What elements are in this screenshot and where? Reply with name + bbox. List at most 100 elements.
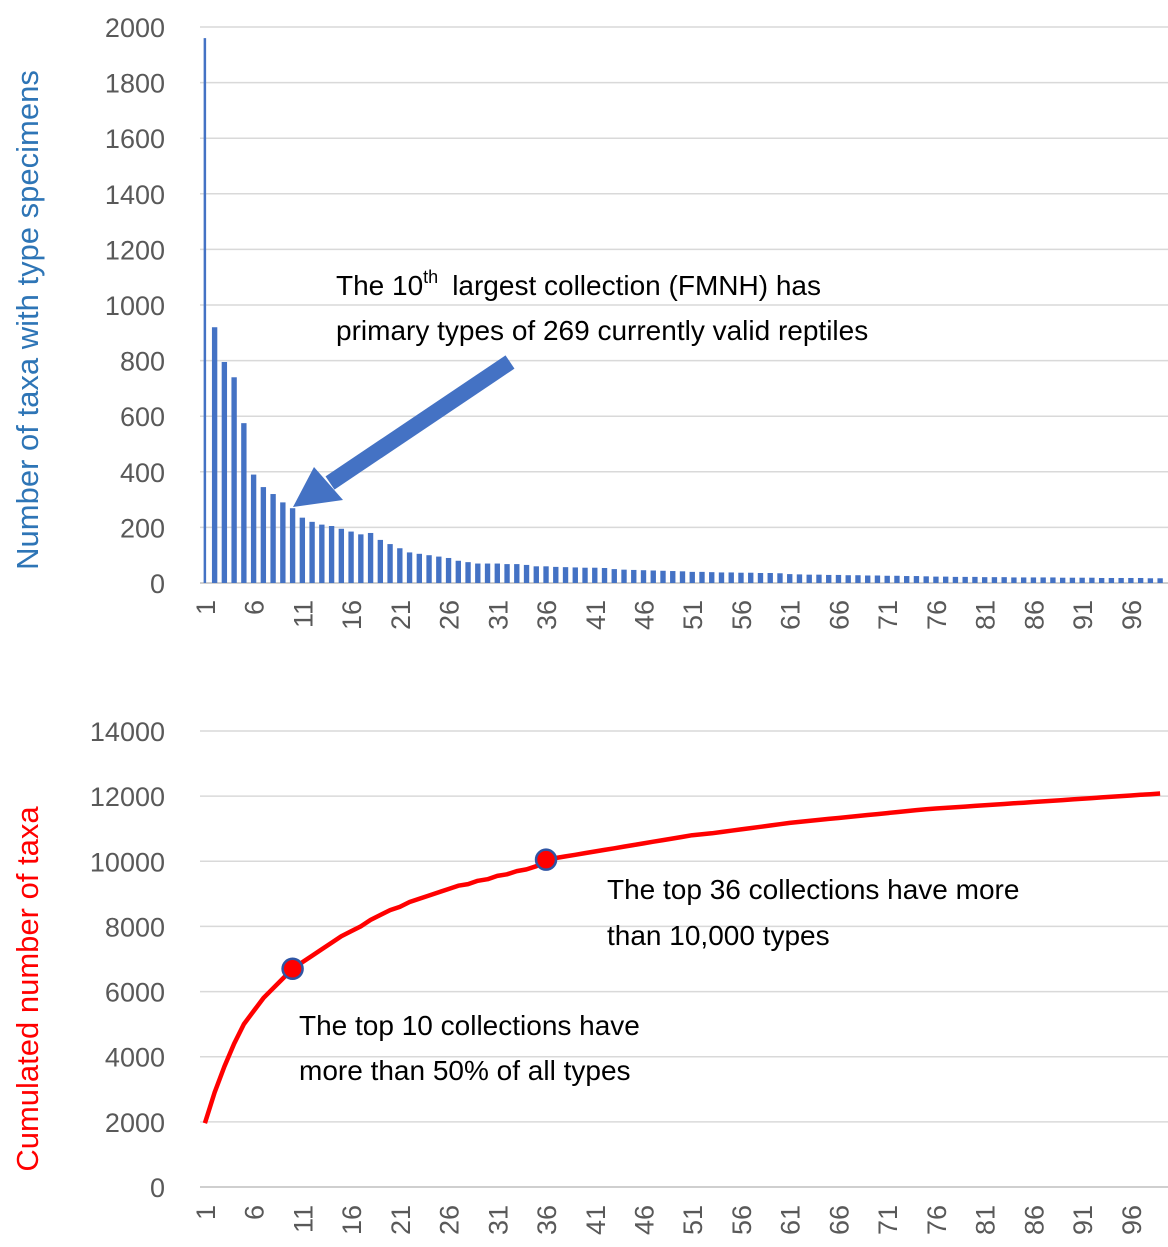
x-tick-label: 51 [678, 600, 708, 630]
bar [640, 570, 647, 583]
bar [874, 575, 881, 583]
bar [533, 566, 539, 583]
y-tick-label: 6000 [105, 978, 165, 1008]
bar [1098, 577, 1105, 583]
x-tick-label: 46 [630, 1205, 660, 1235]
annotation-part: The 10 [336, 270, 423, 301]
bar [543, 566, 549, 583]
bar [387, 544, 393, 583]
bar [699, 571, 705, 583]
bar [406, 552, 413, 583]
arrow [293, 355, 515, 507]
bar [601, 567, 608, 583]
x-tick-label: 91 [1068, 1205, 1098, 1235]
x-tick-label: 36 [532, 1205, 562, 1235]
bar [270, 494, 276, 583]
y-tick-label: 2000 [105, 1108, 165, 1138]
bar [260, 487, 267, 583]
x-tick-label: 71 [873, 600, 903, 630]
x-tick-label: 6 [240, 600, 270, 615]
bar [221, 361, 228, 583]
bar [845, 575, 851, 583]
y-tick-label: 10000 [90, 847, 165, 877]
bar [865, 575, 871, 583]
x-tick-label: 61 [776, 600, 806, 630]
bar [328, 526, 335, 583]
bar [631, 569, 637, 583]
bar [484, 563, 491, 583]
x-tick-label: 21 [386, 600, 416, 630]
bar [367, 532, 374, 583]
y-axis-title: Number of taxa with type specimens [10, 70, 45, 570]
x-tick-label: 46 [630, 600, 660, 630]
y-axis-title: Cumulated number of taxa [10, 806, 45, 1172]
bar [211, 327, 218, 583]
bar [572, 567, 578, 583]
x-tick-label: 26 [435, 600, 465, 630]
line [202, 791, 1161, 1124]
bar [689, 571, 695, 583]
x-tick-label: 31 [483, 1205, 513, 1235]
bar [904, 576, 910, 583]
bar [319, 524, 325, 583]
bar [728, 572, 734, 583]
bar [787, 574, 793, 583]
bar [679, 571, 686, 583]
bar [972, 576, 978, 583]
x-tick-label: 71 [873, 1205, 903, 1235]
x-tick-label: 21 [386, 1205, 416, 1235]
bar [670, 571, 676, 583]
bar [465, 562, 471, 583]
x-tick-label: 86 [1019, 1205, 1049, 1235]
y-tick-label: 14000 [90, 717, 165, 747]
bar [991, 577, 998, 583]
bar [280, 502, 286, 583]
bar [1128, 577, 1134, 583]
bar [894, 575, 900, 583]
x-tick-label: 1 [191, 1205, 221, 1220]
x-tick-label: 41 [581, 1205, 611, 1235]
bar [241, 423, 247, 583]
x-tick-label: 11 [288, 1205, 318, 1233]
bar [981, 577, 988, 583]
bar [1001, 577, 1007, 583]
x-tick-label: 96 [1117, 600, 1147, 630]
bar [621, 569, 627, 583]
bar [767, 572, 773, 583]
y-tick-label: 0 [150, 569, 165, 599]
x-tick-label: 96 [1117, 1205, 1147, 1235]
bar [397, 548, 403, 583]
annotation: more than 50% of all types [299, 1055, 631, 1086]
bar [718, 572, 725, 583]
bar [523, 564, 530, 583]
bar [816, 574, 822, 583]
x-tick-label: 81 [971, 1205, 1001, 1235]
x-tick-label: 56 [727, 600, 757, 630]
bar [1089, 577, 1095, 583]
x-tick-label: 16 [337, 600, 367, 630]
bar [377, 539, 384, 583]
bar [806, 574, 812, 583]
x-tick-label: 81 [971, 600, 1001, 630]
y-tick-label: 1000 [105, 291, 165, 321]
x-tick-label: 51 [678, 1205, 708, 1235]
y-tick-label: 1400 [105, 180, 165, 210]
x-tick-label: 26 [435, 1205, 465, 1235]
bar [757, 572, 764, 583]
bar [445, 557, 452, 583]
bar [1118, 577, 1124, 583]
y-tick-label: 4000 [105, 1043, 165, 1073]
x-tick-label: 41 [581, 600, 611, 630]
y-tick-label: 600 [120, 402, 165, 432]
bar [494, 563, 500, 583]
bar [611, 569, 617, 583]
bar [855, 575, 861, 583]
bar [289, 508, 296, 583]
y-tick-label: 1800 [105, 69, 165, 99]
bar [650, 570, 656, 583]
annotation: The 10th largest collection (FMNH) has [336, 267, 821, 301]
arrow-shaft [325, 355, 515, 490]
x-tick-label: 1 [191, 600, 221, 615]
y-tick-label: 8000 [105, 912, 165, 942]
